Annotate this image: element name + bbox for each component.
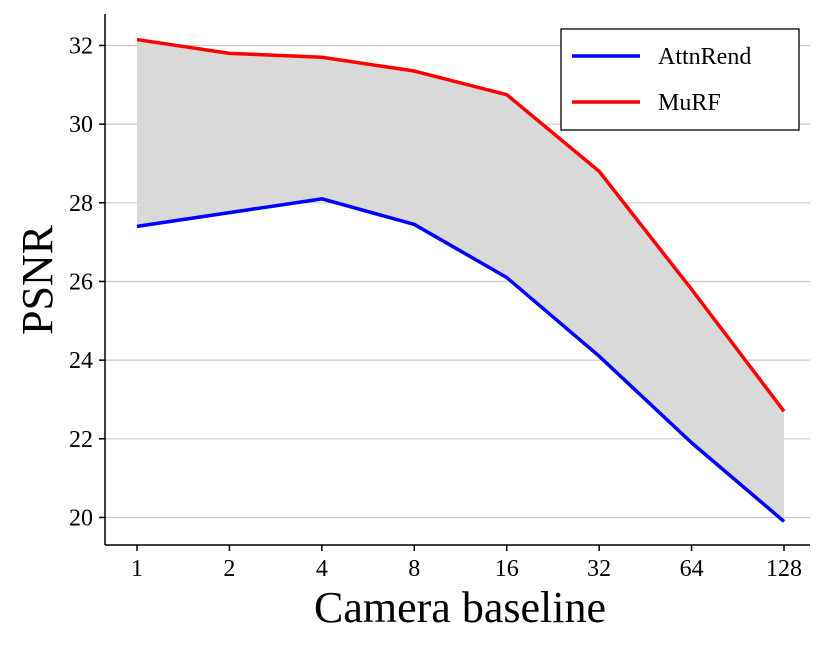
y-tick-label: 24 [69,348,93,374]
fill-between-area [137,39,784,522]
x-tick-label: 64 [680,556,704,582]
legend-box [560,28,800,131]
x-tick-label: 8 [408,556,420,582]
fill-between-region [137,39,784,522]
y-axis-title: PSNR [13,224,62,335]
y-tick-label: 32 [69,33,93,59]
y-tick-label: 20 [69,505,93,531]
y-tick-label: 30 [69,112,93,138]
x-tick-label: 16 [495,556,519,582]
x-tick-label: 128 [766,556,802,582]
x-axis-title: Camera baseline [314,583,606,632]
legend: AttnRend MuRF [560,28,800,131]
series-lines [136,37,786,523]
x-tick-label: 4 [316,556,328,582]
series-line-murf [136,37,786,413]
axes [104,14,810,546]
x-tick-label: 32 [587,556,611,582]
legend-label: AttnRend [658,44,751,70]
x-tick-label: 1 [131,556,143,582]
y-tick-label: 26 [69,269,93,295]
series-line-attnrend [136,197,786,523]
x-tick-label: 2 [223,556,235,582]
y-tick-label: 22 [69,427,93,453]
y-tick-label: 28 [69,191,93,217]
legend-label: MuRF [658,90,721,116]
